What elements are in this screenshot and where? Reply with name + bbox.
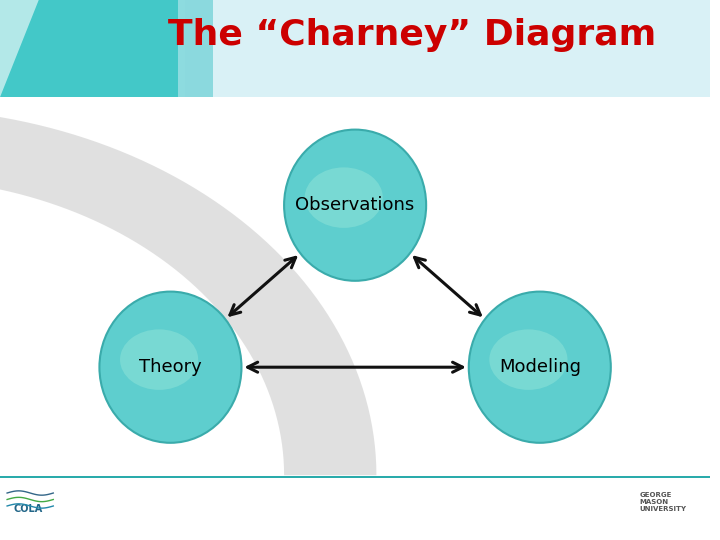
PathPatch shape: [0, 108, 377, 475]
FancyArrowPatch shape: [415, 258, 480, 315]
FancyArrowPatch shape: [248, 362, 462, 372]
FancyBboxPatch shape: [0, 0, 213, 97]
Ellipse shape: [490, 329, 567, 390]
Text: Observations: Observations: [295, 196, 415, 214]
FancyBboxPatch shape: [178, 0, 720, 97]
Ellipse shape: [120, 329, 198, 390]
Text: COLA: COLA: [14, 504, 43, 514]
Text: Modeling: Modeling: [499, 358, 581, 376]
Ellipse shape: [305, 167, 383, 228]
Ellipse shape: [99, 292, 241, 443]
Ellipse shape: [469, 292, 611, 443]
FancyBboxPatch shape: [0, 0, 184, 97]
FancyArrowPatch shape: [230, 258, 296, 315]
Text: Theory: Theory: [139, 358, 202, 376]
PathPatch shape: [0, 0, 158, 97]
Bar: [0, 478, 710, 540]
Bar: [0, 476, 710, 478]
Text: The “Charney” Diagram: The “Charney” Diagram: [168, 18, 656, 52]
Text: GEORGE
MASON
UNIVERSITY: GEORGE MASON UNIVERSITY: [639, 492, 686, 512]
Ellipse shape: [284, 130, 426, 281]
